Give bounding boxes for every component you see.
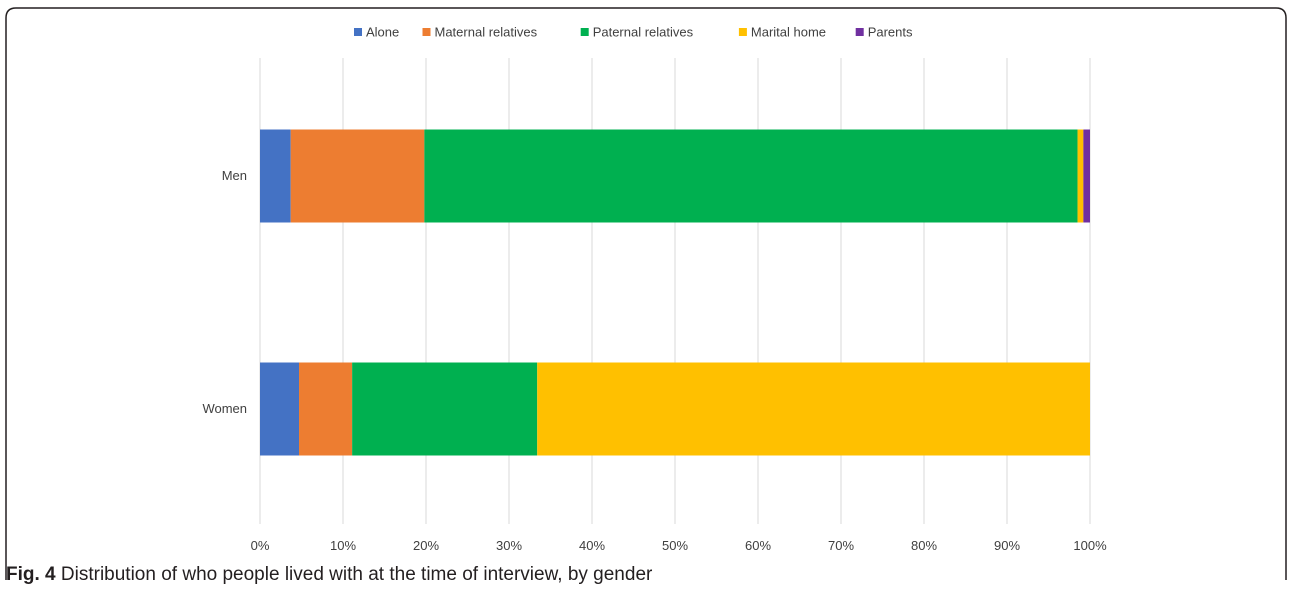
legend-label: Alone — [366, 25, 399, 40]
legend-label: Maternal relatives — [435, 25, 538, 40]
legend-swatch — [580, 28, 589, 36]
bar-segment — [352, 362, 538, 456]
x-tick-label: 30% — [496, 538, 522, 553]
legend-swatch — [354, 28, 362, 36]
bar-segment — [299, 362, 353, 456]
legend: Alone Maternal relatives Paternal relative… — [354, 25, 913, 40]
category-labels: Men Women — [202, 168, 247, 416]
bar-segment — [1077, 129, 1084, 223]
figure-label: Fig. 4 — [6, 564, 56, 585]
x-tick-label: 0% — [251, 538, 270, 553]
category-label: Men — [222, 168, 247, 183]
legend-label: Paternal relatives — [593, 25, 694, 40]
x-tick-label: 60% — [745, 538, 771, 553]
x-tick-label: 20% — [413, 538, 439, 553]
bars — [260, 129, 1090, 456]
bar-segment — [260, 129, 291, 223]
legend-label: Parents — [868, 25, 913, 40]
legend-label: Marital home — [751, 25, 826, 40]
x-tick-label: 10% — [330, 538, 356, 553]
x-axis-tick-labels: 0% 10% 20% 30% 40% 50% 60% 70% 80% 90% 100% — [251, 538, 1107, 553]
category-label: Women — [202, 401, 247, 416]
x-tick-label: 40% — [579, 538, 605, 553]
x-tick-label: 100% — [1073, 538, 1107, 553]
bar-segment — [260, 362, 300, 456]
x-tick-label: 90% — [994, 538, 1020, 553]
figure-caption-text: Distribution of who people lived with at… — [55, 564, 653, 585]
chart-border — [5, 7, 1287, 580]
bar-segment — [537, 362, 1090, 456]
legend-swatch — [738, 28, 747, 36]
legend-swatch — [422, 28, 431, 36]
legend-swatch — [855, 28, 864, 36]
bar-segment — [290, 129, 425, 223]
x-tick-label: 50% — [662, 538, 688, 553]
x-tick-label: 70% — [828, 538, 854, 553]
x-tick-label: 80% — [911, 538, 937, 553]
bar-segment — [1083, 129, 1090, 223]
figure-caption: Fig. 4 Distribution of who people lived … — [6, 564, 652, 586]
bar-segment — [424, 129, 1078, 223]
